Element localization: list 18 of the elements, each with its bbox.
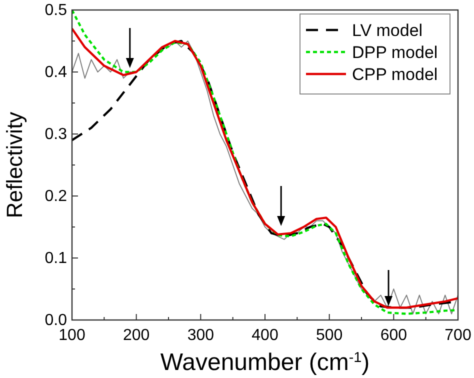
x-tick-label: 700: [444, 327, 472, 344]
y-tick-label: 0.3: [44, 126, 68, 143]
y-tick-label: 0.4: [44, 64, 68, 81]
y-tick-label: 0.5: [44, 2, 68, 19]
x-tick-label: 400: [252, 327, 278, 344]
y-tick-label: 0.1: [44, 250, 68, 267]
x-tick-label: 600: [380, 327, 408, 344]
x-tick-label: 100: [58, 327, 86, 344]
x-tick-label: 300: [187, 327, 214, 344]
y-tick-label: 0.0: [44, 312, 68, 329]
x-axis-title: Wavenumber (cm$^{-1}$): [160, 349, 370, 376]
x-tick-label: 500: [316, 327, 343, 344]
x-tick-label: 200: [122, 327, 150, 344]
legend-label: LV model: [352, 21, 423, 40]
y-axis-title: Reflectivity: [2, 112, 27, 218]
legend-label: DPP model: [352, 43, 438, 62]
legend-label: CPP model: [352, 65, 438, 84]
y-tick-label: 0.2: [44, 188, 68, 205]
